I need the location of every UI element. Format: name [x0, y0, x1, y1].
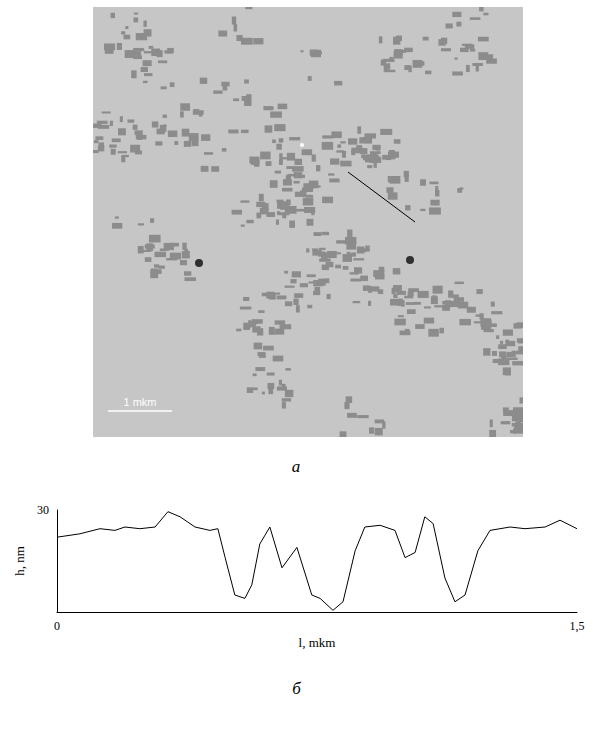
- svg-text:б: б: [292, 679, 301, 698]
- svg-text:h, nm: h, nm: [12, 546, 27, 576]
- svg-text:а: а: [292, 457, 301, 476]
- svg-text:1 mkm: 1 mkm: [124, 396, 157, 408]
- svg-text:0: 0: [54, 619, 60, 633]
- svg-text:30: 30: [37, 503, 49, 517]
- svg-text:l, mkm: l, mkm: [299, 635, 336, 650]
- svg-text:1,5: 1,5: [570, 619, 585, 633]
